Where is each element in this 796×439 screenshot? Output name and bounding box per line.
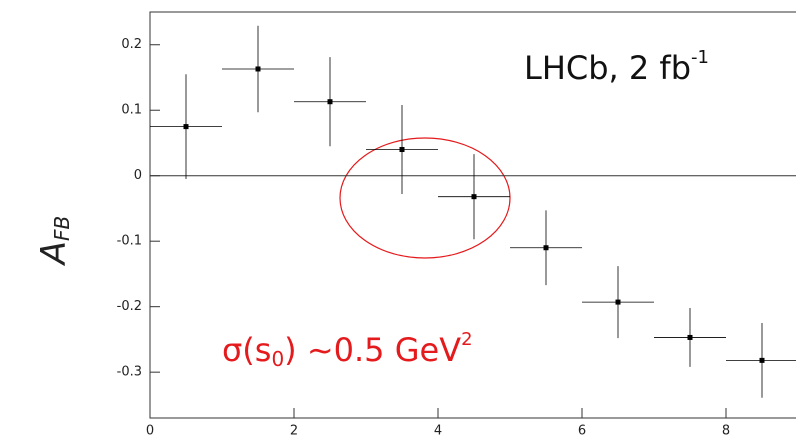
- annotation: LHCb, 2 fb-1: [524, 47, 709, 87]
- y-tick-label: -0.1: [117, 234, 142, 249]
- data-point: [399, 147, 405, 153]
- data-point: [255, 66, 261, 72]
- y-axis-label: AFB: [34, 216, 74, 267]
- plot-frame: [149, 11, 796, 419]
- annotation-sup: 2: [461, 329, 472, 350]
- y-label-sub: FB: [50, 216, 74, 241]
- data-point: [543, 245, 549, 251]
- y-tick-label: -0.2: [117, 299, 142, 314]
- y-label-main: A: [34, 241, 74, 266]
- annotation-sup: -1: [691, 47, 709, 68]
- x-tick-label: 2: [290, 424, 298, 439]
- x-tick-label: 8: [722, 424, 730, 439]
- y-tick-label: 0.1: [121, 103, 142, 118]
- x-tick-label: 4: [434, 424, 442, 439]
- x-tick-label: 6: [578, 424, 586, 439]
- data-point: [615, 299, 621, 305]
- data-point: [687, 334, 693, 340]
- annotation-sub: 0: [271, 347, 284, 371]
- annotation: σ(s0) ~0.5 GeV2: [222, 329, 473, 371]
- data-point: [183, 124, 189, 130]
- y-tick-label: 0: [134, 168, 142, 183]
- annotation-text: σ(s: [222, 331, 271, 369]
- y-tick-label: 0.2: [121, 37, 142, 52]
- data-point: [327, 99, 333, 105]
- data-point: [759, 357, 765, 363]
- annotation-rest: ) ~0.5 GeV: [284, 331, 461, 369]
- y-tick-label: -0.3: [117, 365, 142, 380]
- data-point: [471, 194, 477, 200]
- x-tick-label: 0: [146, 424, 154, 439]
- highlight-ellipse: [339, 137, 511, 259]
- annotation-text: LHCb, 2 fb: [524, 49, 691, 87]
